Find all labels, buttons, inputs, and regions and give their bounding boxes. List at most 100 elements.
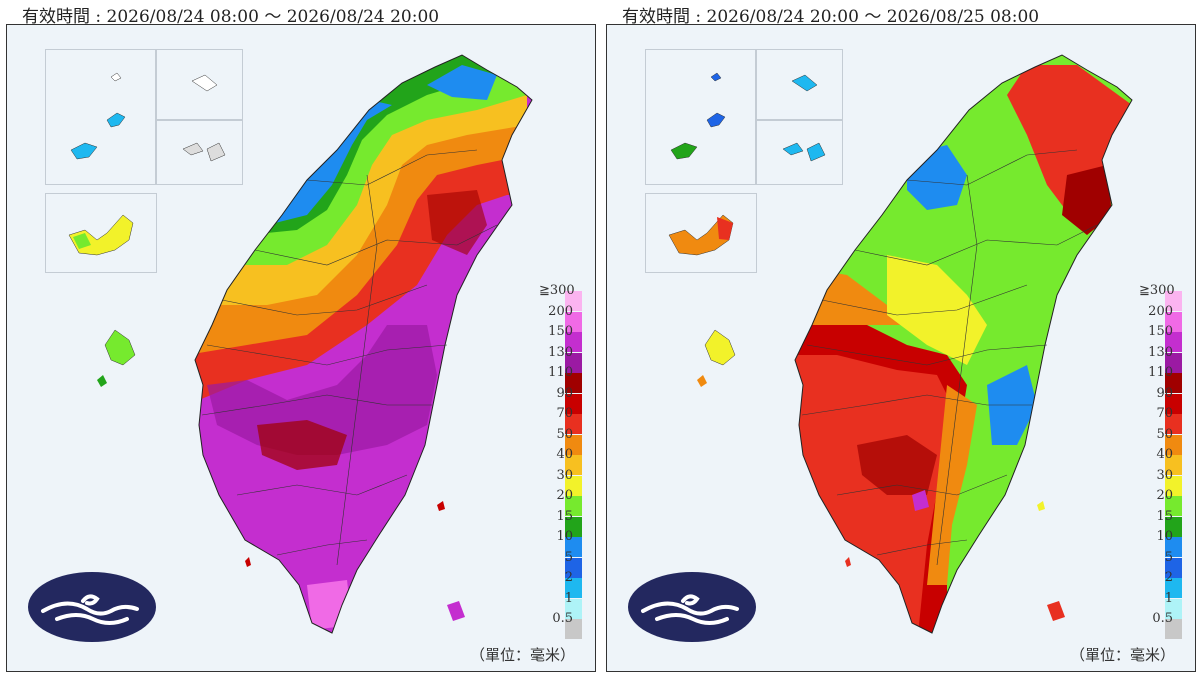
legend-swatch bbox=[1165, 578, 1182, 598]
island-east-small bbox=[206, 142, 226, 162]
legend-swatch bbox=[565, 619, 582, 639]
zone-200mm bbox=[307, 580, 352, 630]
legend-swatch bbox=[1165, 619, 1182, 639]
legend-swatch bbox=[565, 455, 582, 475]
island-orchid bbox=[1047, 601, 1065, 621]
logo-ellipse bbox=[628, 572, 756, 642]
rainfall-legend: ≧300 200 150 130 110 90 70 50 40 30 20 15 10 5 2 1 0.5 bbox=[539, 283, 595, 663]
logo-cloud-symbol bbox=[641, 594, 739, 625]
legend-swatch bbox=[565, 434, 582, 455]
island-green bbox=[1037, 501, 1045, 511]
legend-label: 2 bbox=[1164, 570, 1173, 585]
zone-130mm bbox=[207, 325, 437, 455]
island-east-small bbox=[806, 142, 826, 162]
county-borders bbox=[801, 149, 1098, 566]
island-guishan bbox=[782, 142, 804, 156]
island-kinmen bbox=[68, 214, 134, 256]
zone-30mm-central bbox=[887, 255, 987, 365]
panel-title: 有效時間 : 2026/08/24 20:00 ～ 2026/08/25 08:… bbox=[622, 7, 1040, 27]
legend-label: 150 bbox=[548, 324, 573, 339]
legend-swatch bbox=[1165, 352, 1182, 373]
legend-label: 110 bbox=[1148, 365, 1173, 380]
zone-50mm-south bbox=[927, 385, 977, 585]
taiwan-rainfall-map-svg bbox=[68, 54, 533, 634]
cwa-logo bbox=[628, 572, 756, 642]
island-matsu-mid bbox=[106, 112, 126, 128]
legend-label: 2 bbox=[564, 570, 573, 585]
island-matsu-north bbox=[710, 72, 722, 82]
legend-swatch bbox=[1165, 434, 1182, 455]
legend-swatch bbox=[565, 414, 582, 434]
legend-swatch bbox=[565, 291, 582, 311]
legend-swatch bbox=[565, 311, 582, 332]
taiwan-coastline bbox=[794, 54, 1133, 634]
island-matsu-north bbox=[110, 72, 122, 82]
legend-swatch bbox=[1165, 475, 1182, 496]
forecast-panel-2: 有效時間 : 2026/08/24 20:00 ～ 2026/08/25 08:… bbox=[606, 0, 1200, 675]
island-pengjia bbox=[191, 74, 218, 92]
legend-label: 0.5 bbox=[1152, 611, 1173, 626]
legend-label: 5 bbox=[1164, 549, 1173, 565]
zone-110mm-south bbox=[857, 435, 937, 495]
panel-title: 有效時間 : 2026/08/24 08:00 ～ 2026/08/24 20:… bbox=[22, 7, 440, 27]
inset-box-kinmen bbox=[45, 193, 157, 273]
island-matsu-south bbox=[70, 142, 98, 160]
legend-label: 1 bbox=[1164, 590, 1173, 606]
island-guishan bbox=[182, 142, 204, 156]
legend-swatch bbox=[1165, 537, 1182, 557]
legend-swatch bbox=[1165, 496, 1182, 516]
inset-box-east bbox=[155, 119, 243, 185]
island-matsu-mid bbox=[706, 112, 726, 128]
kinmen-east-zone bbox=[717, 217, 733, 240]
legend-swatch bbox=[565, 475, 582, 496]
legend-swatch bbox=[1165, 598, 1182, 619]
legend-label: 5 bbox=[564, 549, 573, 565]
zone-110mm-northeast bbox=[1062, 165, 1112, 235]
inset-box-north bbox=[155, 49, 243, 121]
county-borders bbox=[201, 149, 498, 566]
forecast-panel-1: 有效時間 : 2026/08/24 08:00 ～ 2026/08/24 20:… bbox=[6, 0, 600, 675]
legend-label: 20 bbox=[556, 488, 573, 503]
legend-swatch bbox=[565, 578, 582, 598]
legend-swatch bbox=[565, 516, 582, 537]
legend-label: 1 bbox=[564, 590, 573, 606]
legend-swatch bbox=[1165, 373, 1182, 393]
legend-swatch bbox=[1165, 332, 1182, 352]
legend-swatch bbox=[565, 496, 582, 516]
unit-label: （單位：毫米） bbox=[469, 646, 575, 664]
logo-cloud-symbol bbox=[41, 594, 139, 625]
legend-label: 50 bbox=[556, 426, 573, 442]
zone-110mm bbox=[427, 190, 487, 255]
cwa-logo bbox=[28, 572, 156, 642]
zone-10mm-north bbox=[427, 65, 497, 100]
inset-box-north bbox=[755, 49, 843, 121]
logo-ellipse bbox=[28, 572, 156, 642]
legend-label: 30 bbox=[556, 467, 573, 483]
legend-swatch bbox=[565, 332, 582, 352]
legend-label: 20 bbox=[1156, 488, 1173, 503]
inset-box-kinmen bbox=[645, 193, 757, 273]
island-pengjia bbox=[791, 74, 818, 92]
unit-label: （單位：毫米） bbox=[1069, 646, 1175, 664]
legend-label: 10 bbox=[1156, 529, 1173, 544]
legend-label: 130 bbox=[1148, 344, 1173, 360]
legend-label: 70 bbox=[556, 406, 573, 421]
legend-swatch bbox=[1165, 291, 1182, 311]
legend-label: 90 bbox=[556, 385, 573, 401]
rainfall-zones bbox=[795, 65, 1132, 633]
island-green bbox=[437, 501, 445, 511]
legend-label: 15 bbox=[556, 508, 573, 524]
island-penghu bbox=[104, 329, 136, 366]
legend-label: 110 bbox=[548, 365, 573, 380]
inset-box-east bbox=[755, 119, 843, 185]
zone-150mm bbox=[912, 490, 929, 511]
legend-swatch bbox=[565, 598, 582, 619]
taiwan-coastline bbox=[194, 54, 533, 634]
island-xiaoliuqiu bbox=[245, 557, 251, 567]
legend-swatch bbox=[565, 352, 582, 373]
legend-swatch bbox=[1165, 311, 1182, 332]
rainfall-map: ≧300 200 150 130 110 90 70 50 40 30 20 15 10 5 2 1 0.5 （… bbox=[606, 24, 1196, 672]
legend-label: 40 bbox=[556, 447, 573, 462]
legend-swatch bbox=[1165, 557, 1182, 578]
legend-swatch bbox=[565, 537, 582, 557]
